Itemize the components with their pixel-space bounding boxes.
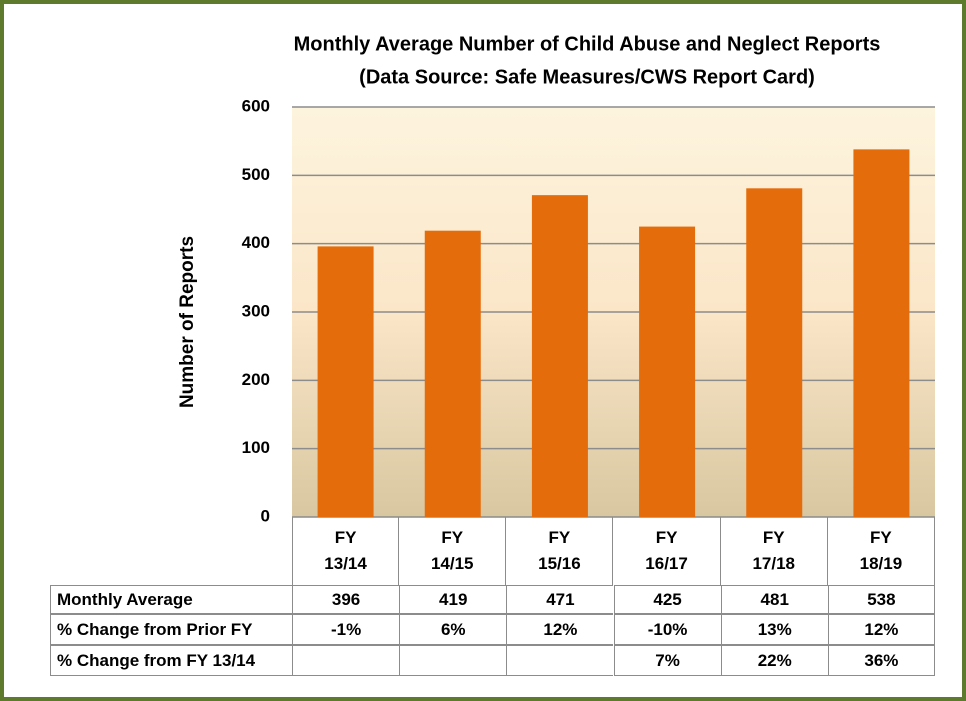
- chart-subtitle: (Data Source: Safe Measures/CWS Report C…: [359, 66, 815, 88]
- table-cell: 7%: [613, 645, 721, 676]
- table-cell: 425: [613, 585, 721, 614]
- table-cell: [292, 645, 400, 676]
- table-cell: 36%: [827, 645, 935, 676]
- table-cell: 22%: [720, 645, 828, 676]
- y-tick-label: 0: [261, 506, 270, 525]
- y-tick-label: 600: [242, 96, 270, 115]
- bar: [639, 226, 696, 518]
- x-tick-label: FY 17/18: [721, 517, 828, 585]
- table-cell: [399, 645, 507, 676]
- table-cell: 481: [720, 585, 828, 614]
- table-cell: 13%: [720, 614, 828, 645]
- y-tick-label: 200: [242, 370, 270, 389]
- y-tick-label: 300: [242, 301, 270, 320]
- bar: [317, 246, 374, 517]
- x-tick-label: FY 13/14: [292, 517, 400, 585]
- bar: [853, 149, 910, 517]
- row-label: % Change from Prior FY: [50, 614, 292, 645]
- table-cell: 396: [292, 585, 400, 614]
- x-tick-label: FY 18/19: [828, 517, 935, 585]
- y-tick-label: 100: [242, 438, 270, 457]
- bar: [746, 188, 803, 518]
- row-label: Monthly Average: [50, 585, 292, 614]
- chart-title: Monthly Average Number of Child Abuse an…: [294, 33, 881, 55]
- y-axis-label: Number of Reports: [177, 236, 198, 408]
- table-cell: -10%: [613, 614, 721, 645]
- bar: [424, 230, 481, 517]
- table-cell: [506, 645, 614, 676]
- table-cell: 471: [506, 585, 614, 614]
- bar: [531, 195, 588, 517]
- table-cell: -1%: [292, 614, 400, 645]
- table-cell: 419: [399, 585, 507, 614]
- row-label: % Change from FY 13/14: [50, 645, 292, 676]
- table-cell: 6%: [399, 614, 507, 645]
- table-cell: 12%: [827, 614, 935, 645]
- x-tick-label: FY 15/16: [506, 517, 614, 585]
- x-tick-label: FY 14/15: [399, 517, 507, 585]
- x-tick-label: FY 16/17: [614, 517, 721, 585]
- table-cell: 538: [827, 585, 935, 614]
- y-tick-label: 500: [242, 165, 270, 184]
- y-tick-label: 400: [242, 233, 270, 252]
- table-cell: 12%: [506, 614, 614, 645]
